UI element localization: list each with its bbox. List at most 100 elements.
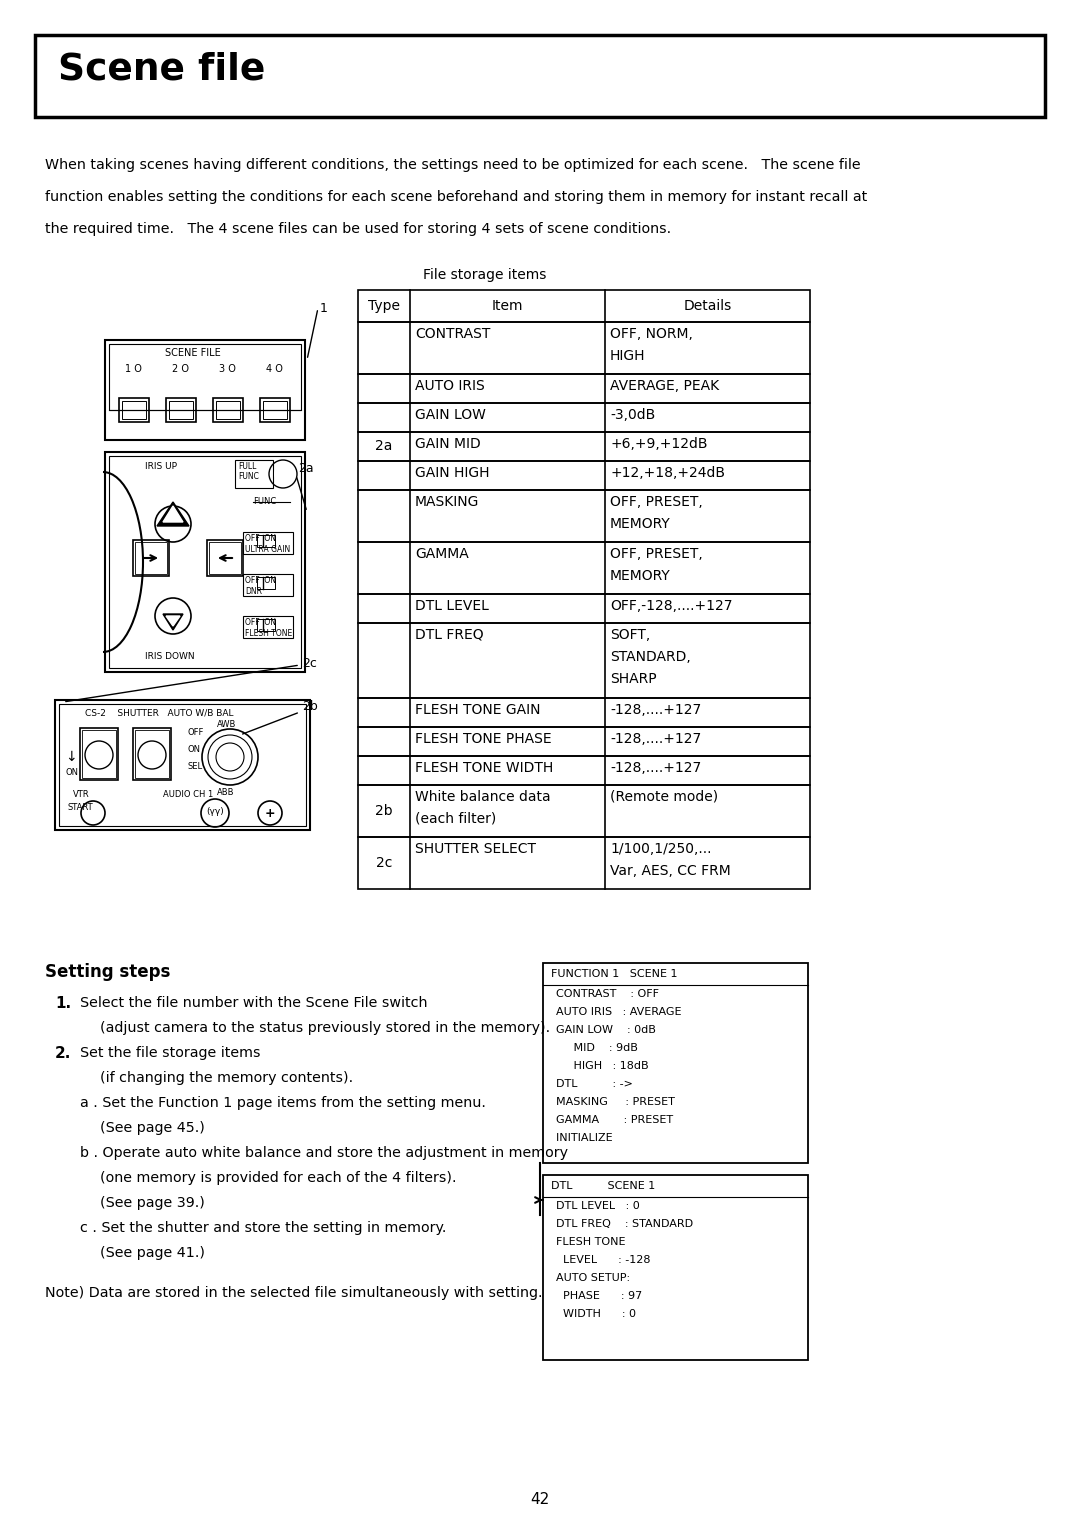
- Text: 2a: 2a: [376, 440, 393, 454]
- Text: GAIN LOW: GAIN LOW: [415, 408, 486, 422]
- Text: CONTRAST    : OFF: CONTRAST : OFF: [549, 989, 659, 999]
- Text: FUNC: FUNC: [253, 497, 276, 506]
- Bar: [357, 290, 810, 322]
- Text: ↓: ↓: [65, 750, 77, 764]
- Text: -3,0dB: -3,0dB: [610, 408, 656, 422]
- Text: IRIS UP: IRIS UP: [145, 461, 177, 471]
- Circle shape: [274, 465, 292, 483]
- Bar: [357, 623, 810, 698]
- Text: DTL          : ->: DTL : ->: [549, 1079, 633, 1089]
- Bar: [55, 700, 310, 830]
- Bar: [216, 400, 240, 419]
- Text: (See page 39.): (See page 39.): [100, 1196, 205, 1210]
- Text: WIDTH      : 0: WIDTH : 0: [549, 1309, 636, 1319]
- Text: GAMMA       : PRESET: GAMMA : PRESET: [549, 1115, 673, 1125]
- Text: When taking scenes having different conditions, the settings need to be optimize: When taking scenes having different cond…: [45, 157, 861, 173]
- Bar: [357, 322, 810, 374]
- Text: Setting steps: Setting steps: [45, 963, 171, 981]
- Bar: [357, 490, 810, 542]
- Text: 1: 1: [320, 303, 328, 315]
- Text: (γγ): (γγ): [206, 807, 224, 816]
- Text: a . Set the Function 1 page items from the setting menu.: a . Set the Function 1 page items from t…: [80, 1096, 486, 1109]
- Text: 2b: 2b: [375, 804, 393, 817]
- Text: MEMORY: MEMORY: [610, 568, 671, 584]
- Text: GAIN HIGH: GAIN HIGH: [415, 466, 489, 480]
- Bar: [357, 374, 810, 403]
- Text: MEMORY: MEMORY: [610, 516, 671, 532]
- Text: SOFT,: SOFT,: [610, 628, 650, 642]
- Text: CS-2    SHUTTER   AUTO W/B BAL: CS-2 SHUTTER AUTO W/B BAL: [85, 707, 233, 717]
- Text: 4 O: 4 O: [266, 364, 283, 374]
- Text: SCENE FILE: SCENE FILE: [165, 348, 220, 358]
- Text: function enables setting the conditions for each scene beforehand and storing th: function enables setting the conditions …: [45, 189, 867, 205]
- Text: 1.: 1.: [55, 996, 71, 1012]
- Bar: [59, 704, 306, 827]
- Bar: [109, 344, 301, 410]
- Text: OFF  ON: OFF ON: [245, 576, 276, 585]
- Bar: [135, 542, 167, 575]
- Bar: [260, 397, 291, 422]
- Polygon shape: [157, 503, 189, 526]
- Bar: [243, 616, 293, 639]
- Text: FLESH TONE GAIN: FLESH TONE GAIN: [415, 703, 540, 717]
- Text: DTL FREQ    : STANDARD: DTL FREQ : STANDARD: [549, 1219, 693, 1229]
- Bar: [235, 460, 273, 487]
- Text: FUNCTION 1   SCENE 1: FUNCTION 1 SCENE 1: [551, 969, 677, 979]
- Text: FUNC: FUNC: [238, 472, 259, 481]
- Text: (Remote mode): (Remote mode): [610, 790, 718, 804]
- Text: (one memory is provided for each of the 4 filters).: (one memory is provided for each of the …: [100, 1170, 457, 1186]
- Bar: [357, 432, 810, 461]
- Text: 2 O: 2 O: [172, 364, 189, 374]
- Text: ULTRA GAIN: ULTRA GAIN: [245, 545, 291, 555]
- Text: OFF,-128,....+127: OFF,-128,....+127: [610, 599, 732, 613]
- Bar: [243, 575, 293, 596]
- Bar: [543, 1175, 808, 1360]
- Bar: [357, 837, 810, 889]
- Text: FLESH TONE: FLESH TONE: [245, 630, 293, 639]
- Text: GAIN LOW    : 0dB: GAIN LOW : 0dB: [549, 1025, 656, 1034]
- Text: (adjust camera to the status previously stored in the memory).: (adjust camera to the status previously …: [100, 1021, 550, 1034]
- Polygon shape: [163, 506, 183, 523]
- Text: AUDIO CH 1: AUDIO CH 1: [163, 790, 213, 799]
- Bar: [210, 542, 241, 575]
- Text: START: START: [68, 804, 94, 811]
- Bar: [82, 730, 116, 778]
- Text: DNR: DNR: [245, 587, 262, 596]
- Bar: [109, 455, 301, 668]
- Text: 1 O: 1 O: [125, 364, 141, 374]
- Bar: [133, 539, 168, 576]
- Text: 2c: 2c: [302, 657, 316, 669]
- Text: SHARP: SHARP: [610, 672, 657, 686]
- Bar: [357, 594, 810, 623]
- Text: DTL FREQ: DTL FREQ: [415, 628, 484, 642]
- Text: +6,+9,+12dB: +6,+9,+12dB: [610, 437, 707, 451]
- Text: Scene file: Scene file: [58, 52, 266, 89]
- Text: 1/100,1/250,...: 1/100,1/250,...: [610, 842, 712, 856]
- Text: OFF  ON: OFF ON: [245, 533, 276, 542]
- Polygon shape: [163, 614, 183, 630]
- Text: 42: 42: [530, 1491, 550, 1507]
- Bar: [357, 403, 810, 432]
- Text: AUTO IRIS: AUTO IRIS: [415, 379, 485, 393]
- Bar: [357, 727, 810, 756]
- Bar: [257, 535, 275, 547]
- Text: PHASE      : 97: PHASE : 97: [549, 1291, 643, 1300]
- Text: -128,....+127: -128,....+127: [610, 761, 701, 775]
- Bar: [257, 619, 275, 631]
- Text: DTL LEVEL: DTL LEVEL: [415, 599, 489, 613]
- Text: Set the file storage items: Set the file storage items: [80, 1047, 260, 1060]
- Text: FULL: FULL: [238, 461, 256, 471]
- Bar: [264, 400, 287, 419]
- Bar: [135, 730, 168, 778]
- Bar: [543, 963, 808, 1163]
- Text: AWB: AWB: [217, 720, 237, 729]
- Text: STANDARD,: STANDARD,: [610, 649, 691, 665]
- Text: ABB: ABB: [217, 788, 234, 798]
- Bar: [166, 397, 195, 422]
- Text: ON: ON: [187, 746, 200, 753]
- Text: (See page 41.): (See page 41.): [100, 1245, 205, 1261]
- Text: HIGH: HIGH: [610, 348, 646, 364]
- Text: SEL: SEL: [187, 762, 202, 772]
- Text: Note) Data are stored in the selected file simultaneously with setting.: Note) Data are stored in the selected fi…: [45, 1287, 542, 1300]
- Text: INITIALIZE: INITIALIZE: [549, 1132, 612, 1143]
